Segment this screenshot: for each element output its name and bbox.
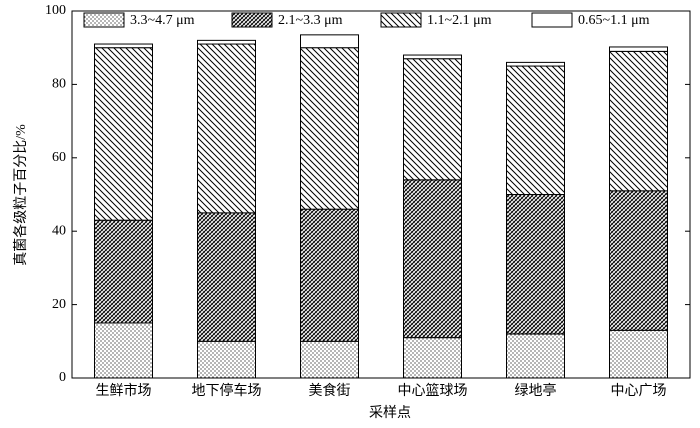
bar-segment <box>300 208 359 342</box>
bar-segment <box>197 43 256 214</box>
x-tick-label: 生鲜市场 <box>96 382 152 399</box>
legend-swatch <box>83 12 125 28</box>
plot-frame <box>71 10 691 379</box>
bar-segment <box>609 190 668 331</box>
bar-segment <box>197 39 256 45</box>
x-axis-label: 采样点 <box>369 405 411 421</box>
bar-segment <box>197 212 256 342</box>
legend-swatch <box>380 12 422 28</box>
legend-label: 3.3~4.7 μm <box>130 13 195 28</box>
bar-segment <box>506 194 565 335</box>
bar-segment <box>300 34 359 49</box>
legend-swatch <box>531 12 573 28</box>
bar-segment <box>403 58 462 181</box>
bar-segment <box>506 333 565 379</box>
y-tick-label: 100 <box>45 3 66 18</box>
bar-segment <box>94 43 153 49</box>
x-tick-label: 美食街 <box>309 382 351 399</box>
legend-swatch <box>231 12 273 28</box>
legend-label: 2.1~3.3 μm <box>278 13 343 28</box>
bar-segment <box>609 329 668 379</box>
bar-segment <box>197 340 256 379</box>
bar-segment <box>300 340 359 379</box>
y-tick-label: 60 <box>52 150 66 165</box>
y-tick-label: 20 <box>52 297 66 312</box>
bar-segment <box>94 322 153 379</box>
bar-segment <box>403 179 462 339</box>
y-tick-label: 0 <box>59 370 66 385</box>
bar-segment <box>506 65 565 195</box>
legend-label: 1.1~2.1 μm <box>427 13 492 28</box>
y-axis-label: 真菌各级粒子百分比/% <box>13 124 29 266</box>
bar-segment <box>609 46 668 52</box>
y-tick-label: 80 <box>52 77 66 92</box>
bar-segment <box>300 47 359 210</box>
bar-segment <box>94 219 153 324</box>
bar-segment <box>94 47 153 221</box>
bar-segment <box>506 61 565 67</box>
legend-label: 0.65~1.1 μm <box>578 13 650 28</box>
x-tick-label: 地下停车场 <box>192 382 262 399</box>
x-tick-label: 中心篮球场 <box>398 383 468 399</box>
x-tick-label: 中心广场 <box>611 383 667 399</box>
bar-segment <box>403 337 462 379</box>
bar-segment <box>609 50 668 192</box>
x-tick-label: 绿地亭 <box>515 382 557 399</box>
y-tick-label: 40 <box>52 223 66 238</box>
bar-segment <box>403 54 462 60</box>
